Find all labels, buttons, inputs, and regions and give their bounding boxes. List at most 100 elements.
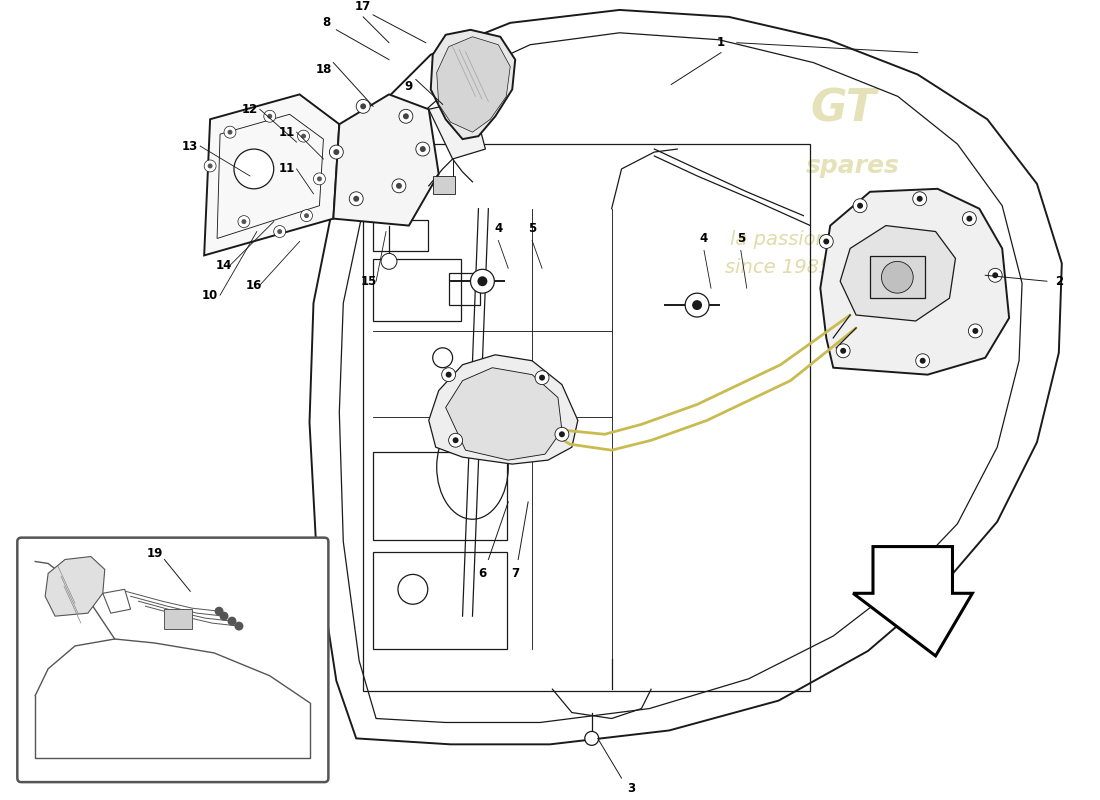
Circle shape	[446, 372, 452, 378]
Circle shape	[820, 234, 833, 249]
Bar	[449, 274, 481, 305]
Bar	[373, 259, 461, 321]
Bar	[373, 551, 507, 649]
Circle shape	[420, 146, 426, 152]
Circle shape	[333, 149, 339, 155]
Circle shape	[692, 300, 702, 310]
Circle shape	[442, 368, 455, 382]
Circle shape	[350, 192, 363, 206]
Circle shape	[399, 110, 412, 123]
Circle shape	[267, 114, 272, 118]
Polygon shape	[429, 99, 485, 159]
Circle shape	[300, 210, 312, 222]
Circle shape	[396, 183, 402, 189]
Circle shape	[241, 219, 246, 224]
Circle shape	[559, 431, 565, 438]
Text: 12: 12	[242, 103, 258, 116]
Circle shape	[205, 160, 216, 172]
Bar	[363, 144, 811, 690]
Polygon shape	[429, 354, 578, 464]
Circle shape	[585, 731, 598, 746]
Circle shape	[840, 348, 846, 354]
FancyBboxPatch shape	[18, 538, 329, 782]
Circle shape	[449, 434, 462, 447]
Circle shape	[992, 272, 998, 278]
Circle shape	[915, 354, 930, 368]
Circle shape	[360, 103, 366, 110]
Text: spares: spares	[806, 154, 900, 178]
Circle shape	[220, 612, 229, 621]
Text: 4: 4	[700, 232, 708, 245]
Circle shape	[208, 163, 212, 169]
Text: 15: 15	[361, 274, 377, 288]
Polygon shape	[333, 94, 439, 226]
Circle shape	[238, 216, 250, 227]
Polygon shape	[205, 94, 339, 255]
Text: 18: 18	[316, 63, 331, 76]
Circle shape	[234, 149, 274, 189]
Circle shape	[277, 229, 283, 234]
Circle shape	[264, 110, 276, 122]
Text: 85: 85	[893, 206, 922, 226]
Circle shape	[452, 438, 459, 443]
Circle shape	[685, 293, 710, 317]
Text: 19: 19	[146, 547, 163, 560]
Text: 3: 3	[627, 782, 636, 794]
Polygon shape	[821, 189, 1009, 374]
Circle shape	[329, 145, 343, 159]
Text: 6: 6	[478, 567, 486, 580]
Text: 11: 11	[278, 126, 295, 138]
Circle shape	[471, 270, 494, 293]
Circle shape	[301, 134, 306, 138]
Text: 14: 14	[216, 259, 232, 272]
Circle shape	[968, 324, 982, 338]
Circle shape	[274, 226, 286, 238]
Text: 5: 5	[528, 222, 536, 235]
Circle shape	[381, 254, 397, 270]
Text: GT: GT	[810, 88, 877, 131]
Circle shape	[857, 202, 864, 209]
Circle shape	[353, 196, 360, 202]
Circle shape	[403, 114, 409, 119]
Circle shape	[556, 427, 569, 442]
Text: 1: 1	[717, 36, 725, 50]
Text: 16: 16	[245, 278, 262, 292]
Circle shape	[298, 130, 309, 142]
Polygon shape	[437, 37, 510, 132]
Circle shape	[539, 374, 544, 381]
Text: 4: 4	[494, 222, 503, 235]
Polygon shape	[45, 557, 104, 616]
Circle shape	[913, 192, 926, 206]
Circle shape	[881, 262, 913, 293]
Polygon shape	[431, 30, 515, 139]
Circle shape	[477, 276, 487, 286]
Circle shape	[224, 126, 236, 138]
Circle shape	[234, 622, 243, 630]
Circle shape	[356, 99, 370, 114]
Circle shape	[304, 213, 309, 218]
Circle shape	[314, 173, 326, 185]
Text: 13: 13	[183, 139, 198, 153]
Circle shape	[836, 344, 850, 358]
Circle shape	[972, 328, 978, 334]
Circle shape	[228, 130, 232, 134]
Polygon shape	[840, 226, 956, 321]
Polygon shape	[854, 546, 972, 656]
Text: 10: 10	[202, 289, 218, 302]
Circle shape	[535, 370, 549, 385]
Text: 11: 11	[278, 162, 295, 175]
Text: 2: 2	[1055, 274, 1063, 288]
Circle shape	[228, 617, 236, 626]
Circle shape	[916, 196, 923, 202]
Circle shape	[967, 216, 972, 222]
Circle shape	[317, 176, 322, 182]
Text: 5: 5	[737, 232, 745, 245]
Circle shape	[416, 142, 430, 156]
Bar	[870, 256, 925, 298]
Bar	[373, 220, 428, 251]
Text: 9: 9	[405, 80, 412, 93]
Polygon shape	[446, 368, 562, 460]
Circle shape	[988, 268, 1002, 282]
Circle shape	[962, 212, 977, 226]
Bar	[164, 609, 192, 629]
